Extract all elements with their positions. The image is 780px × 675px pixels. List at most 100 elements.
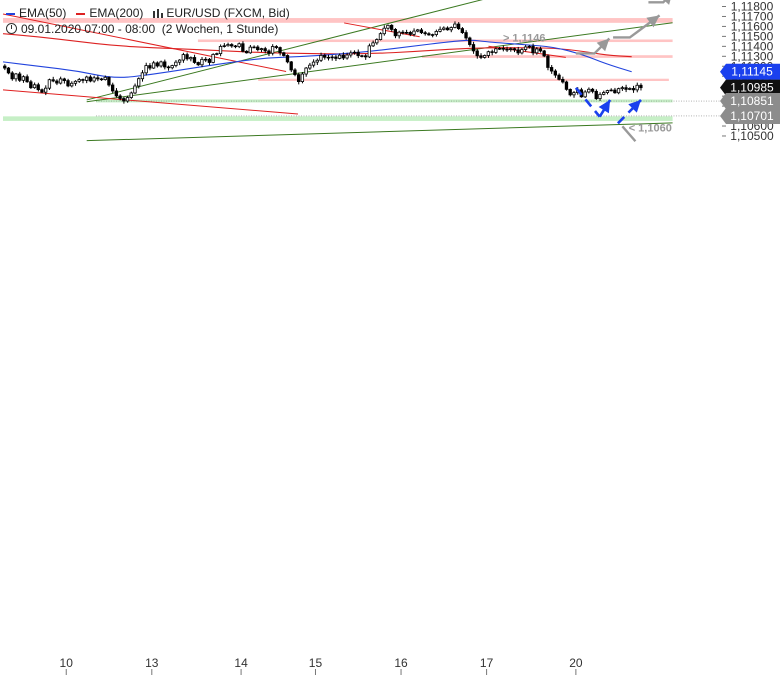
candle-96 [360,54,364,58]
candle-body-0 [3,65,7,69]
candle-77 [289,61,293,73]
resistance-zone-1 [197,39,673,43]
candle-161 [602,90,606,96]
candle-110 [412,28,416,37]
candle-body-123 [460,28,464,33]
candle-142 [531,43,535,56]
candle-body-122 [456,23,461,30]
candle-body-87 [326,56,331,59]
candle-6 [25,74,29,83]
candle-58 [218,44,223,57]
ema50-swatch [6,12,15,15]
candle-86 [323,53,327,60]
candle-body-146 [546,55,550,68]
candle-body-163 [609,89,613,92]
chart-legend: EMA(50) EMA(200) EUR/USD (FXCM, Bid) 09.01… [6,5,290,37]
ema200-swatch [76,12,86,15]
candle-99 [371,40,375,48]
candle-body-98 [367,45,371,58]
candle-body-8 [32,84,37,89]
candle-11 [44,85,48,96]
candle-body-128 [479,55,483,58]
candle-52 [196,61,200,66]
candle-0 [3,64,7,71]
candle-body-156 [583,91,587,98]
candle-15 [58,76,63,85]
candle-body-164 [613,89,617,94]
candle-body-126 [471,44,476,52]
candle-50 [189,56,193,62]
candle-153 [572,90,576,98]
gray-arrowhead-1 [646,15,660,28]
candle-body-135 [505,48,509,51]
candle-body-129 [482,55,487,58]
candle-137 [512,47,517,53]
candle-body-89 [334,56,338,59]
candle-9 [36,82,40,92]
candle-28 [107,76,111,87]
candle-135 [505,46,509,52]
candle-body-10 [40,89,44,93]
candle-body-15 [58,78,63,84]
candle-62 [233,45,238,49]
candle-body-31 [118,95,122,99]
candle-31 [118,94,122,101]
candle-body-116 [434,30,438,35]
blue-arrowhead-2 [628,99,641,113]
candle-body-20 [77,79,81,82]
candle-30 [114,88,119,98]
candle-112 [419,28,424,35]
legend-time: 09.01.2020 07:00 - 08:00 [21,22,156,36]
candle-116 [434,29,438,37]
candle-16 [62,77,66,84]
candle-body-170 [635,84,639,91]
candle-body-58 [218,46,223,55]
candle-body-11 [44,87,48,93]
candle-body-91 [341,54,345,59]
candle-body-81 [304,67,308,75]
candle-32 [122,96,126,104]
candle-body-94 [352,51,357,54]
candle-168 [628,87,632,91]
candle-88 [330,55,334,61]
candle-82 [308,62,312,70]
candle-body-49 [185,54,189,60]
candle-149 [557,73,561,81]
candle-114 [427,32,431,36]
candle-body-51 [192,57,197,63]
candle-163 [609,88,613,92]
candle-97 [363,53,368,60]
candle-body-80 [300,73,305,82]
candle-body-2 [10,72,14,80]
candle-body-157 [587,88,591,93]
candle-body-7 [29,81,33,89]
candle-body-97 [363,55,368,58]
candle-105 [393,28,398,39]
candle-body-148 [553,70,557,76]
green-trendline-0 [86,0,483,101]
candle-19 [73,80,78,86]
legend-ema50: EMA(50) [19,6,67,20]
candle-body-144 [538,48,543,52]
price-tag-bg-3 [720,107,780,124]
candle-body-119 [445,27,450,31]
candle-body-47 [177,59,182,63]
candle-49 [185,52,189,61]
candle-24 [92,75,96,83]
candle-body-45 [170,65,174,69]
price-tag-label-0: 1,11145 [731,65,773,79]
candle-body-44 [166,66,171,69]
candle-144 [538,46,543,53]
candle-body-21 [81,79,85,81]
candle-body-33 [125,97,130,102]
candle-72 [270,44,275,56]
candle-87 [326,54,331,61]
legend-row-indicators: EMA(50) EMA(200) EUR/USD (FXCM, Bid) [6,5,290,21]
candle-160 [598,92,602,101]
candle-body-141 [527,45,531,48]
candle-140 [523,44,528,52]
candle-92 [345,52,349,60]
candle-85 [319,52,323,62]
candle-38 [144,62,148,76]
